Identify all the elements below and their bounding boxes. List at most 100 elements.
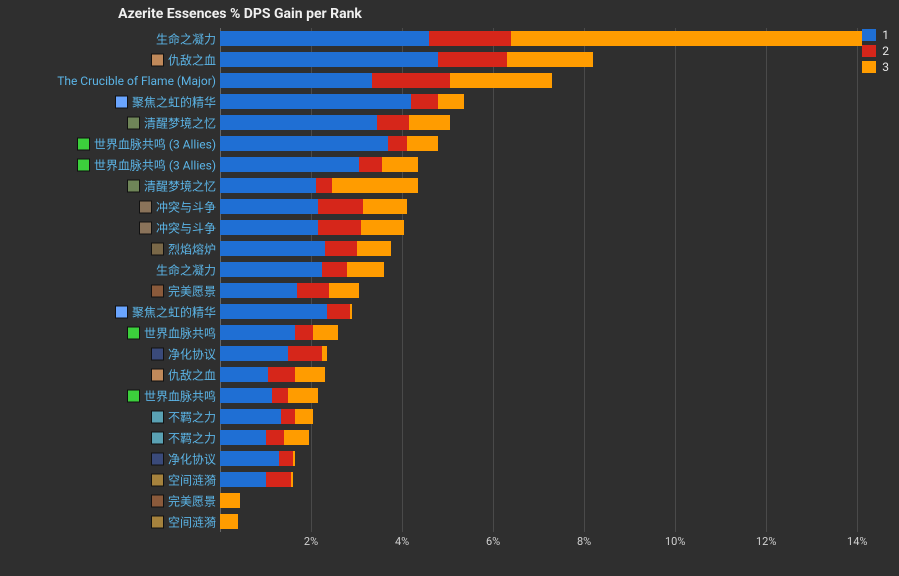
bar-segment-r2[interactable] [359, 157, 382, 172]
bar-segment-r3[interactable] [363, 199, 406, 214]
bar-segment-r3[interactable] [293, 451, 295, 466]
bar-segment-r3[interactable] [361, 220, 404, 235]
bar-segment-r2[interactable] [272, 388, 288, 403]
essence-label[interactable]: 生命之凝力 [156, 30, 216, 47]
bar-segment-r3[interactable] [332, 178, 418, 193]
essence-label[interactable]: 空间涟漪 [151, 471, 216, 488]
essence-label[interactable]: 聚焦之虹的精华 [115, 303, 216, 320]
bar-segment-r2[interactable] [318, 220, 361, 235]
bar-segment-r3[interactable] [347, 262, 383, 277]
essence-label[interactable]: 净化协议 [151, 450, 216, 467]
essence-label[interactable]: 仇敌之血 [151, 51, 216, 68]
bar-segment-r3[interactable] [329, 283, 359, 298]
essence-label[interactable]: 世界血脉共鸣 [127, 324, 216, 341]
bar-segment-r1[interactable] [220, 388, 272, 403]
essence-label[interactable]: 世界血脉共鸣 [127, 387, 216, 404]
bar-segment-r1[interactable] [220, 409, 281, 424]
bar-segment-r1[interactable] [220, 199, 318, 214]
bar-segment-r2[interactable] [377, 115, 409, 130]
bar-segment-r1[interactable] [220, 304, 327, 319]
essence-label[interactable]: 空间涟漪 [151, 513, 216, 530]
bar-segment-r3[interactable] [322, 346, 327, 361]
bar-segment-r1[interactable] [220, 283, 297, 298]
bar-segment-r2[interactable] [411, 94, 438, 109]
essence-label[interactable]: 生命之凝力 [156, 261, 216, 278]
bar-segment-r1[interactable] [220, 220, 318, 235]
bar-segment-r2[interactable] [318, 199, 364, 214]
bar-segment-r2[interactable] [388, 136, 406, 151]
bar-segment-r3[interactable] [313, 325, 338, 340]
essence-label[interactable]: 完美愿景 [151, 282, 216, 299]
bar-segment-r1[interactable] [220, 241, 325, 256]
bar-segment-r2[interactable] [295, 325, 313, 340]
essence-label[interactable]: 清醒梦境之忆 [127, 177, 216, 194]
bar-segment-r1[interactable] [220, 346, 288, 361]
bar-segment-r3[interactable] [291, 472, 293, 487]
bar-segment-r1[interactable] [220, 136, 388, 151]
essence-label[interactable]: 仇敌之血 [151, 366, 216, 383]
essence-label[interactable]: 冲突与斗争 [139, 198, 216, 215]
bar-segment-r1[interactable] [220, 52, 438, 67]
essence-label[interactable]: 清醒梦境之忆 [127, 114, 216, 131]
essence-label[interactable]: The Crucible of Flame (Major) [57, 74, 216, 88]
bar-segment-r2[interactable] [325, 241, 357, 256]
bar-segment-r2[interactable] [279, 451, 293, 466]
bar-segment-r1[interactable] [220, 325, 295, 340]
essence-icon [127, 179, 140, 192]
bar-segment-r1[interactable] [220, 178, 316, 193]
bar-segment-r2[interactable] [281, 409, 295, 424]
bar-segment-r3[interactable] [511, 31, 861, 46]
bar-segment-r3[interactable] [438, 94, 463, 109]
bar-segment-r3[interactable] [357, 241, 391, 256]
bar-segment-r3[interactable] [284, 430, 309, 445]
bar-segment-r3[interactable] [220, 493, 240, 508]
bar-segment-r3[interactable] [450, 73, 552, 88]
bar-segment-r2[interactable] [266, 430, 284, 445]
bar-segment-r3[interactable] [288, 388, 318, 403]
bar-segment-r1[interactable] [220, 367, 268, 382]
bar-stack [220, 283, 359, 298]
bar-segment-r1[interactable] [220, 451, 279, 466]
bar-segment-r2[interactable] [372, 73, 449, 88]
bar-stack [220, 514, 238, 529]
essence-label[interactable]: 不羁之力 [151, 429, 216, 446]
bar-segment-r3[interactable] [295, 367, 325, 382]
bar-segment-r2[interactable] [268, 367, 295, 382]
essence-label[interactable]: 聚焦之虹的精华 [115, 93, 216, 110]
essence-label[interactable]: 烈焰熔炉 [151, 240, 216, 257]
bar-segment-r2[interactable] [316, 178, 332, 193]
bar-segment-r2[interactable] [266, 472, 291, 487]
bar-segment-r2[interactable] [429, 31, 511, 46]
bar-segment-r2[interactable] [297, 283, 329, 298]
bar-segment-r1[interactable] [220, 262, 322, 277]
bar-segment-r1[interactable] [220, 73, 372, 88]
bar-segment-r1[interactable] [220, 157, 359, 172]
essence-label[interactable]: 冲突与斗争 [139, 219, 216, 236]
bar-segment-r2[interactable] [327, 304, 350, 319]
bar-row: 不羁之力 [220, 427, 880, 448]
bar-segment-r1[interactable] [220, 430, 266, 445]
essence-label-text: 冲突与斗争 [156, 219, 216, 236]
bar-segment-r1[interactable] [220, 115, 377, 130]
bar-segment-r3[interactable] [220, 514, 238, 529]
bar-segment-r3[interactable] [295, 409, 313, 424]
x-tick-label: 4% [395, 535, 409, 548]
bar-segment-r3[interactable] [507, 52, 593, 67]
bar-segment-r3[interactable] [407, 136, 439, 151]
bar-segment-r2[interactable] [322, 262, 347, 277]
bar-segment-r2[interactable] [288, 346, 322, 361]
essence-label[interactable]: 完美愿景 [151, 492, 216, 509]
essence-label[interactable]: 不羁之力 [151, 408, 216, 425]
bar-segment-r1[interactable] [220, 472, 266, 487]
bar-segment-r2[interactable] [438, 52, 506, 67]
bar-segment-r1[interactable] [220, 94, 411, 109]
essence-label[interactable]: 世界血脉共鸣 (3 Allies) [77, 156, 216, 173]
bar-segment-r3[interactable] [350, 304, 352, 319]
bar-segment-r1[interactable] [220, 31, 429, 46]
essence-icon [151, 515, 164, 528]
essence-label[interactable]: 世界血脉共鸣 (3 Allies) [77, 135, 216, 152]
essence-label[interactable]: 净化协议 [151, 345, 216, 362]
bar-segment-r3[interactable] [382, 157, 418, 172]
bar-row: 清醒梦境之忆 [220, 175, 880, 196]
bar-segment-r3[interactable] [409, 115, 450, 130]
